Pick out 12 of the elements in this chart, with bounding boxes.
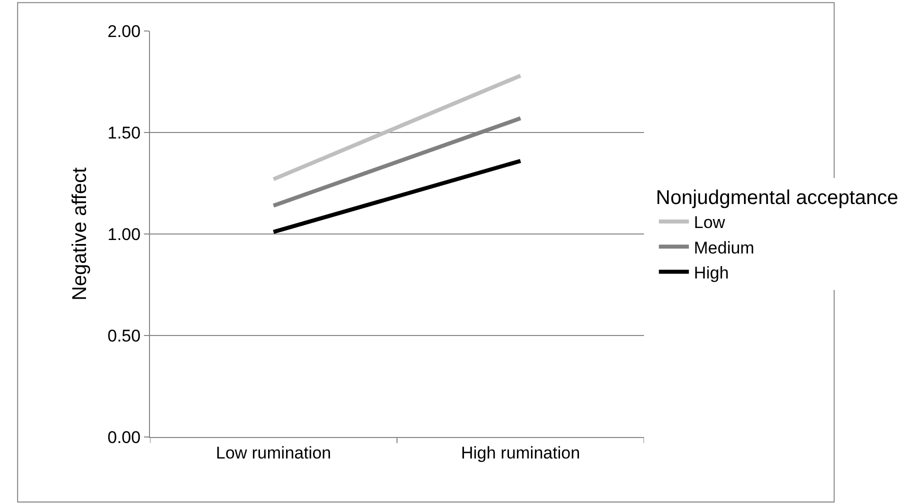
legend-label: High	[694, 263, 729, 282]
x-tick-label: High rumination	[460, 443, 580, 462]
x-tick-label: Low rumination	[216, 443, 332, 462]
y-tick-label: 0.50	[108, 326, 141, 346]
legend-label: Medium	[694, 238, 754, 258]
y-tick-label: 1.50	[108, 123, 141, 142]
y-tick-label: 2.00	[108, 22, 141, 41]
y-tick-label: 1.00	[108, 224, 141, 244]
y-tick-label: 0.00	[108, 428, 141, 447]
legend-title: Nonjudgmental acceptance	[656, 187, 898, 209]
legend-label: Low	[694, 213, 726, 232]
y-axis-title: Negative affect	[69, 167, 92, 301]
